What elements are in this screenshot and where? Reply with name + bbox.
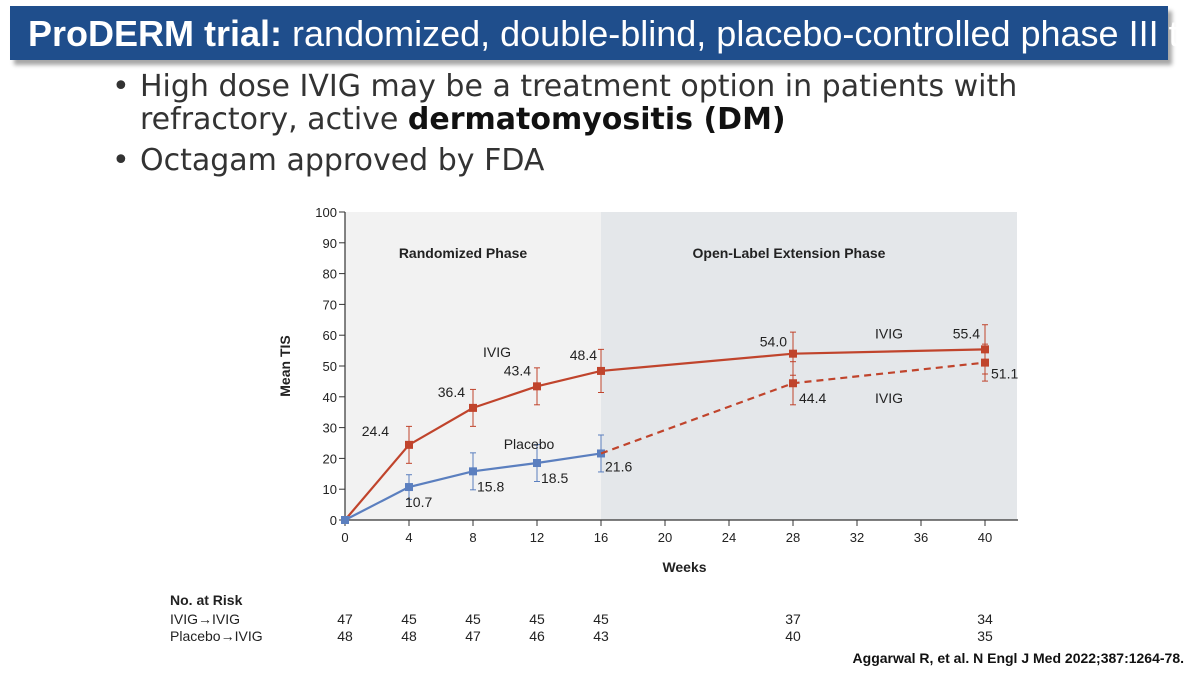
y-tick-label: 90	[323, 236, 337, 251]
bullet-item: High dose IVIG may be a treatment option…	[112, 70, 1112, 136]
data-label: 24.4	[362, 423, 389, 439]
title-banner: ProDERM trial: randomized, double-blind,…	[10, 6, 1200, 60]
x-tick-label: 4	[405, 530, 412, 545]
risk-value: 40	[785, 628, 801, 644]
risk-value: 34	[977, 611, 993, 627]
data-label: 21.6	[605, 458, 632, 474]
data-label: 18.5	[541, 470, 568, 486]
x-tick-label: 40	[978, 530, 992, 545]
data-point	[597, 366, 605, 375]
risk-value: 45	[465, 611, 481, 627]
data-point	[533, 459, 541, 468]
data-point	[405, 483, 413, 492]
risk-value: 45	[401, 611, 417, 627]
data-point	[341, 516, 349, 524]
x-tick-label: 28	[786, 530, 800, 545]
bullet1-emphasis: dermatomyositis (DM)	[407, 102, 786, 137]
phase-label: Randomized Phase	[399, 245, 528, 261]
bullet2-text: Octagam approved by FDA	[140, 143, 545, 178]
y-tick-label: 100	[315, 205, 337, 220]
data-label: 54.0	[760, 334, 787, 350]
title-bold: ProDERM trial:	[28, 13, 283, 54]
series-annotation: IVIG	[483, 344, 511, 360]
bullet-item: Octagam approved by FDA	[112, 144, 1112, 177]
y-axis-title: Mean TIS	[277, 335, 293, 396]
x-tick-label: 24	[722, 530, 736, 545]
risk-row-label: IVIG→IVIG	[170, 611, 241, 627]
risk-value: 35	[977, 628, 993, 644]
y-tick-label: 40	[323, 390, 337, 405]
data-label: 10.7	[405, 494, 432, 510]
data-point	[533, 382, 541, 391]
x-tick-label: 12	[530, 530, 544, 545]
data-label: 44.4	[799, 390, 826, 406]
risk-value: 45	[529, 611, 545, 627]
risk-value: 47	[465, 628, 481, 644]
data-point	[469, 403, 477, 412]
bullet-list: High dose IVIG may be a treatment option…	[112, 70, 1112, 185]
x-tick-label: 16	[594, 530, 608, 545]
data-label: 51.1	[991, 366, 1018, 382]
x-tick-label: 32	[850, 530, 864, 545]
risk-value: 46	[529, 628, 545, 644]
data-label: 15.8	[477, 478, 504, 494]
y-tick-label: 10	[323, 482, 337, 497]
risk-value: 43	[593, 628, 609, 644]
title-rest: randomized, double-blind, placebo-contro…	[282, 13, 1200, 54]
x-tick-label: 0	[341, 530, 348, 545]
risk-value: 45	[593, 611, 609, 627]
x-axis-title: Weeks	[662, 559, 706, 575]
y-tick-label: 80	[323, 267, 337, 282]
x-tick-label: 20	[658, 530, 672, 545]
risk-value: 47	[337, 611, 353, 627]
risk-value: 48	[401, 628, 417, 644]
bullet1-text: High dose IVIG may be a treatment option…	[140, 69, 1018, 137]
y-tick-label: 0	[330, 513, 337, 528]
data-point	[789, 379, 797, 388]
y-tick-label: 20	[323, 451, 337, 466]
risk-row-label: Placebo→IVIG	[170, 628, 263, 644]
phase-label: Open-Label Extension Phase	[693, 245, 886, 261]
risk-table-title: No. at Risk	[170, 592, 243, 608]
series-annotation: IVIG	[875, 325, 903, 341]
data-label: 48.4	[570, 347, 597, 363]
series-annotation: Placebo	[504, 436, 555, 452]
data-point	[981, 358, 989, 367]
citation: Aggarwal R, et al. N Engl J Med 2022;387…	[852, 650, 1184, 666]
data-label: 36.4	[438, 384, 465, 400]
series-annotation: IVIG	[875, 390, 903, 406]
y-tick-label: 60	[323, 328, 337, 343]
data-label: 43.4	[504, 362, 531, 378]
data-point	[789, 349, 797, 358]
y-tick-label: 30	[323, 421, 337, 436]
x-tick-label: 8	[469, 530, 476, 545]
data-point	[469, 467, 477, 476]
data-point	[405, 440, 413, 449]
risk-value: 37	[785, 611, 801, 627]
risk-value: 48	[337, 628, 353, 644]
data-label: 55.4	[953, 325, 980, 341]
y-tick-label: 50	[323, 359, 337, 374]
x-tick-label: 36	[914, 530, 928, 545]
y-tick-label: 70	[323, 297, 337, 312]
